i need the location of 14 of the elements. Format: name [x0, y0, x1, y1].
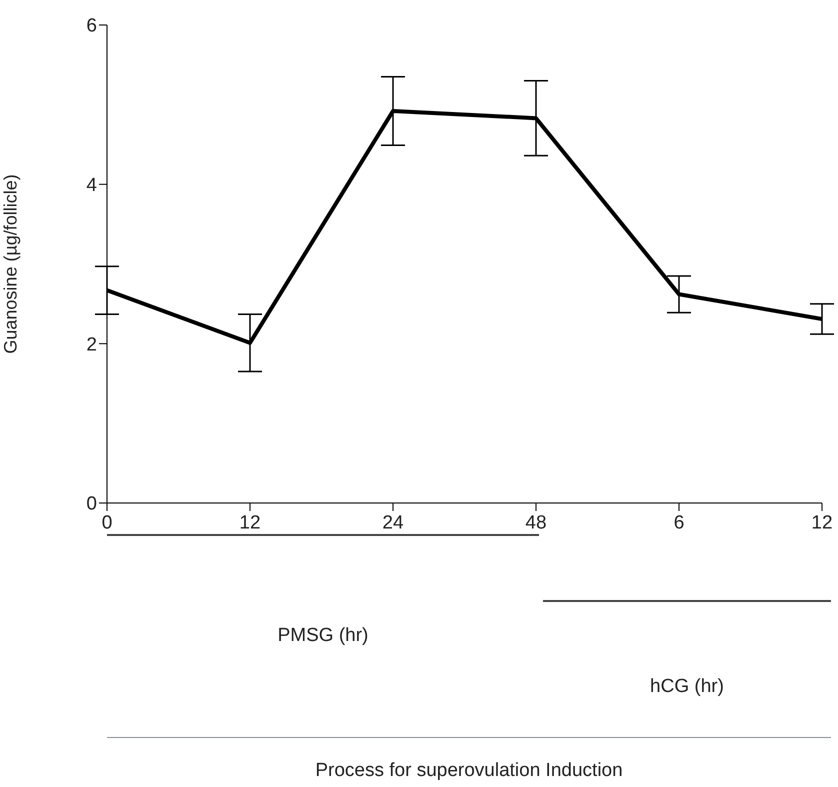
x-tick-label: 24 [382, 512, 404, 534]
x-tick-label: 0 [102, 512, 112, 534]
y-tick-label: 0 [86, 494, 97, 515]
y-tick-label: 2 [86, 334, 97, 356]
x-tick-label: 12 [811, 512, 833, 534]
y-tick-label: 6 [86, 16, 97, 37]
x-tick-label: 6 [674, 512, 684, 534]
x-tick-label: 48 [525, 512, 547, 534]
text: hCG (hr) [649, 676, 725, 698]
y-tick-label: 4 [86, 175, 98, 196]
y-axis-title: Guanosine (µg/follicle) [0, 174, 20, 354]
text: Process for superovulation Induction [314, 760, 624, 782]
text: PMSG (hr) [276, 625, 370, 647]
x-tick-label: 12 [239, 512, 261, 534]
